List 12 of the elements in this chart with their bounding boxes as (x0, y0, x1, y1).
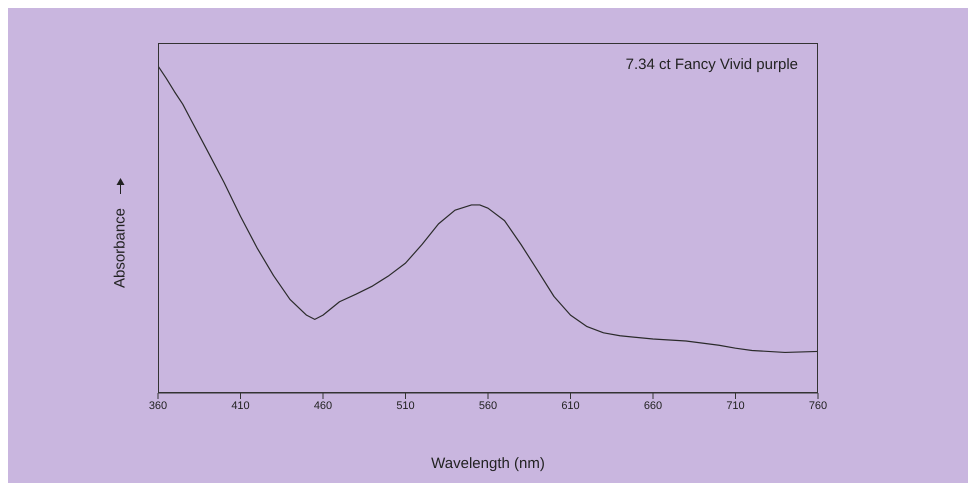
x-tick-label: 360 (148, 400, 168, 412)
x-tick-label: 410 (231, 400, 250, 412)
annotation: 7.34 ct Fancy Vivid purple (626, 56, 798, 73)
x-tick-label: 760 (808, 400, 828, 412)
x-tick-label: 560 (478, 400, 498, 412)
x-tick-label: 460 (314, 400, 332, 412)
y-axis-title: Absorbance (112, 208, 128, 288)
x-tick-label: 710 (726, 400, 745, 412)
x-tick-label: 660 (644, 400, 662, 412)
x-tick-label: 610 (561, 400, 580, 412)
x-axis-title: Wavelength (nm) (430, 455, 546, 472)
x-tick-label: 510 (396, 400, 415, 412)
